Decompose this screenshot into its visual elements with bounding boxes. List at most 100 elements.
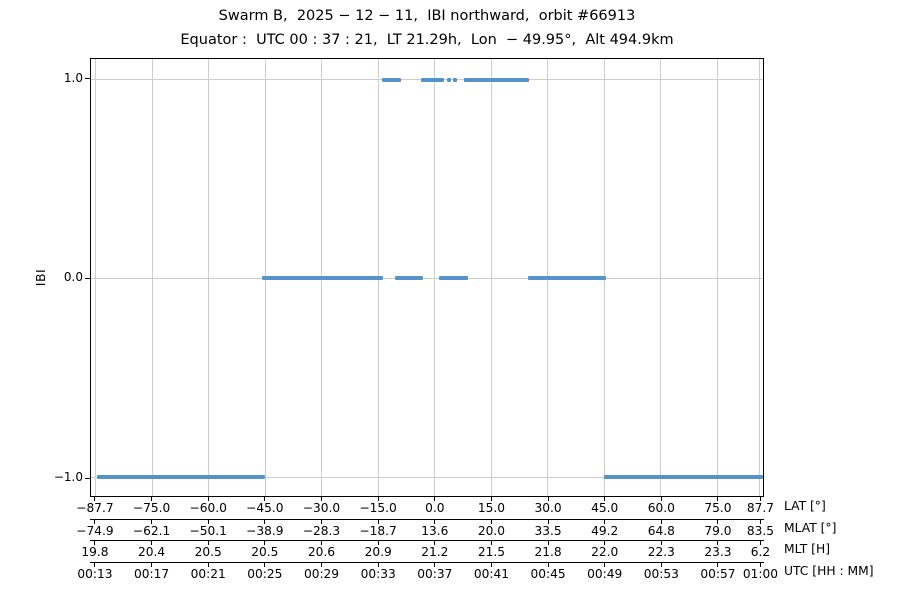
x-tick-label: 0.0 bbox=[425, 501, 445, 515]
x-tick-label: 00:33 bbox=[360, 566, 396, 581]
x-tick-label: 22.3 bbox=[647, 545, 675, 559]
ibi-data-segment bbox=[261, 276, 384, 281]
x-tick-mark bbox=[434, 562, 436, 567]
ibi-data-segment bbox=[446, 77, 451, 82]
y-tick-label: −1.0 bbox=[53, 470, 83, 485]
x-tick-mark bbox=[151, 519, 153, 524]
x-tick-label: 79.0 bbox=[704, 523, 732, 538]
y-gridline bbox=[91, 476, 763, 478]
x-tick-label: 49.2 bbox=[591, 523, 619, 538]
x-tick-mark bbox=[151, 562, 153, 567]
y-tick-mark bbox=[85, 477, 90, 479]
x-tick-mark bbox=[151, 497, 153, 501]
x-axis-caption-lat: LAT [°] bbox=[784, 499, 826, 513]
x-tick-label: −74.9 bbox=[76, 523, 114, 538]
x-tick-mark bbox=[151, 541, 153, 545]
x-tick-mark bbox=[660, 497, 662, 501]
y-tick-mark bbox=[85, 78, 90, 80]
ibi-data-segment bbox=[453, 77, 458, 82]
x-tick-mark bbox=[717, 562, 719, 567]
x-gridline bbox=[151, 59, 153, 496]
x-tick-label: 20.6 bbox=[307, 545, 336, 559]
x-gridline bbox=[758, 59, 760, 496]
x-tick-label: −28.3 bbox=[302, 523, 341, 538]
x-tick-label: −38.9 bbox=[246, 523, 284, 538]
x-tick-mark bbox=[547, 497, 549, 501]
x-tick-label: 21.8 bbox=[534, 545, 562, 559]
x-tick-label: 19.8 bbox=[81, 545, 109, 559]
x-tick-label: −50.1 bbox=[189, 523, 227, 538]
x-gridline bbox=[716, 59, 718, 496]
ibi-data-segment bbox=[395, 276, 424, 281]
x-tick-mark bbox=[759, 562, 761, 567]
x-tick-mark bbox=[94, 562, 96, 567]
y-tick-marks bbox=[85, 58, 90, 497]
chart-subtitle: Equator : UTC 00 : 37 : 21, LT 21.29h, L… bbox=[180, 32, 674, 48]
x-tick-label: 20.5 bbox=[194, 545, 222, 559]
x-tick-mark bbox=[759, 519, 761, 524]
x-tick-mark bbox=[434, 541, 436, 545]
x-tick-mark bbox=[717, 541, 719, 545]
x-tick-label: 00:53 bbox=[643, 566, 679, 581]
y-tick-mark bbox=[85, 277, 90, 279]
x-tick-label: −60.0 bbox=[189, 501, 227, 515]
x-tick-label: −18.7 bbox=[359, 523, 397, 538]
x-tick-mark bbox=[490, 497, 492, 501]
x-tick-mark bbox=[94, 519, 96, 524]
x-axis-caption-utc: UTC [HH : MM] bbox=[784, 563, 874, 578]
x-tick-mark bbox=[604, 497, 606, 501]
x-tick-mark bbox=[321, 541, 322, 545]
x-tick-label: 83.5 bbox=[746, 523, 775, 538]
x-tick-mark bbox=[759, 541, 761, 545]
x-tick-mark bbox=[660, 541, 662, 545]
x-tick-mark bbox=[490, 562, 492, 567]
x-tick-mark bbox=[547, 519, 549, 524]
x-tick-label: 01:00 bbox=[742, 566, 779, 581]
x-tick-mark bbox=[264, 562, 266, 567]
x-tick-label: 30.0 bbox=[534, 501, 562, 515]
x-tick-mark bbox=[717, 497, 719, 501]
y-tick-labels: 1.0 0.0 −1.0 bbox=[0, 58, 83, 497]
x-tick-label: 60.0 bbox=[647, 501, 675, 515]
x-tick-mark bbox=[490, 519, 492, 524]
x-tick-mark bbox=[377, 541, 379, 545]
x-axis-row-mlat: −74.9 −62.1 −50.1 −38.9 −28.3 −18.7 13.6 20.0 33… bbox=[76, 518, 774, 541]
x-tick-label: −15.0 bbox=[359, 501, 397, 515]
x-tick-label: 00:45 bbox=[530, 566, 566, 581]
x-tick-mark bbox=[207, 562, 209, 567]
x-tick-mark bbox=[264, 519, 266, 524]
x-tick-label: 20.9 bbox=[364, 545, 392, 559]
plot-area bbox=[90, 58, 764, 497]
x-tick-mark bbox=[717, 519, 719, 524]
x-gridline bbox=[490, 59, 492, 496]
x-tick-label: 23.3 bbox=[704, 545, 732, 559]
ibi-data-segment bbox=[420, 77, 444, 82]
x-tick-label: 21.2 bbox=[421, 545, 449, 559]
ibi-data-segment bbox=[96, 475, 265, 480]
x-tick-label: 00:21 bbox=[190, 566, 226, 581]
x-tick-label: 00:57 bbox=[700, 566, 736, 581]
x-tick-label: 00:37 bbox=[417, 566, 453, 581]
x-tick-label: 15.0 bbox=[477, 501, 505, 515]
y-gridline bbox=[91, 277, 763, 279]
x-tick-label: 00:41 bbox=[473, 566, 509, 581]
y-tick-label: 1.0 bbox=[63, 70, 83, 85]
x-axis-caption-mlat: MLAT [°] bbox=[784, 520, 837, 535]
x-tick-mark bbox=[207, 497, 209, 501]
x-gridline bbox=[660, 59, 662, 496]
x-tick-label: 45.0 bbox=[591, 501, 619, 515]
x-tick-label: 20.5 bbox=[251, 545, 279, 559]
x-tick-mark bbox=[660, 519, 662, 524]
x-axis-caption-mlt: MLT [H] bbox=[784, 542, 831, 556]
x-tick-label: 6.2 bbox=[750, 545, 771, 559]
ibi-data-segment bbox=[439, 276, 468, 281]
x-tick-mark bbox=[207, 541, 209, 545]
ibi-data-segment bbox=[527, 276, 607, 281]
x-tick-mark bbox=[434, 497, 436, 501]
x-axis-row-utc: 00:13 00:17 00:21 00:25 00:29 00:33 00:37 00:41… bbox=[77, 561, 778, 584]
x-tick-mark bbox=[547, 562, 549, 567]
x-tick-mark bbox=[264, 541, 266, 545]
x-tick-label: 20.4 bbox=[138, 545, 166, 559]
x-tick-mark bbox=[377, 497, 379, 501]
